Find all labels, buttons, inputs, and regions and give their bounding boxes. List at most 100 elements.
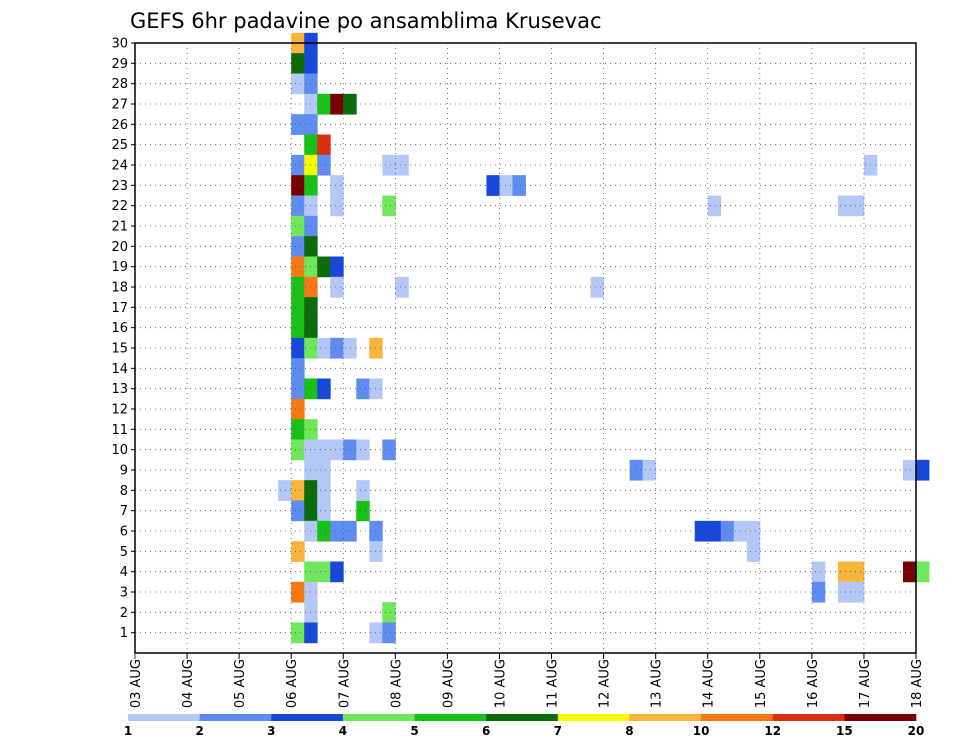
precip-cell [291,73,305,95]
legend-swatch [128,714,200,721]
x-tick-label: 11 AUG [546,659,561,708]
precip-cell [291,276,305,298]
legend-tick-label: 1 [124,724,132,738]
x-tick-label: 05 AUG [233,659,248,708]
precip-cell [356,378,370,400]
legend-swatch [844,714,917,721]
y-tick-label: 7 [120,504,128,519]
precip-cell [395,154,409,176]
precip-cell [746,541,761,562]
y-tick-label: 21 [111,220,128,235]
precip-cell [291,195,305,217]
precip-cell [330,439,344,461]
x-tick-label: 08 AUG [389,659,404,708]
x-tick-label: 16 AUG [806,659,821,708]
x-tick-label: 03 AUG [129,659,144,708]
precip-cell [317,93,331,115]
precip-cell [382,602,396,623]
y-tick-label: 27 [111,98,128,113]
precip-cell [291,419,305,440]
precip-cell [317,500,331,522]
precip-cell [642,459,657,481]
legend-swatch [701,714,774,721]
precip-cell [343,93,357,115]
precip-cell [291,480,305,501]
precip-cell [369,337,383,359]
precip-cell [356,480,370,501]
precip-cell [278,480,292,501]
precip-cell [916,561,930,583]
y-tick-label: 20 [111,240,128,255]
precip-cell [330,256,344,278]
legend-swatch [199,714,272,721]
precip-cell [330,276,344,298]
precip-cell [330,520,344,542]
y-tick-label: 3 [120,586,128,601]
y-tick-label: 18 [111,281,128,296]
legend-tick-label: 4 [339,724,347,738]
precip-cell [837,561,852,583]
precip-cell [291,622,305,644]
precip-cell [395,276,409,298]
precip-cell [811,561,826,583]
y-tick-label: 14 [111,362,128,377]
chart-title: GEFS 6hr padavine po ansamblima Krusevac [130,9,602,33]
y-tick-label: 17 [111,301,128,316]
precip-cell [330,195,344,217]
precip-cell [382,622,396,644]
x-axis-ticks: 03 AUG 04 AUG 05 AUG 06 AUG 07 AUG 08 AUG 09 A… [129,653,925,708]
y-tick-label: 5 [120,545,128,560]
x-tick-label: 04 AUG [181,659,196,708]
legend-swatch [557,714,630,721]
y-tick-label: 11 [111,423,128,438]
legend-swatch [486,714,559,721]
legend-tick-label: 20 [908,724,925,738]
precip-cell [343,337,357,359]
cells-layer [278,32,930,644]
y-tick-label: 13 [111,382,128,397]
precip-cell [837,581,852,603]
precip-cell [291,500,305,522]
y-tick-label: 15 [111,342,128,357]
precip-cell [317,480,331,501]
precip-cell [629,459,644,481]
precip-cell [317,256,331,278]
y-tick-label: 1 [120,626,128,641]
precip-cell [902,561,917,583]
x-tick-label: 06 AUG [285,659,300,708]
y-tick-label: 24 [111,159,128,174]
precip-cell [916,459,930,481]
y-tick-label: 16 [111,321,128,336]
y-tick-label: 26 [111,118,128,133]
precip-cell [330,93,344,115]
legend-tick-label: 8 [625,724,633,738]
precip-cell [291,398,305,420]
x-tick-label: 13 AUG [650,659,665,708]
x-tick-label: 09 AUG [441,659,456,708]
precip-cell [291,378,305,400]
precip-cell [499,175,513,196]
precip-cell [317,520,331,542]
precip-cell [330,175,344,196]
y-tick-label: 9 [120,464,128,479]
legend-swatch [629,714,702,721]
precip-cell [291,317,305,339]
x-tick-label: 15 AUG [754,659,769,708]
precip-cell [317,439,331,461]
precip-cell [707,195,722,217]
x-tick-label: 18 AUG [910,659,925,708]
precip-cell [330,561,344,583]
y-tick-label: 19 [111,260,128,275]
precip-cell [317,337,331,359]
legend-tick-label: 3 [267,724,275,738]
x-tick-label: 17 AUG [858,659,873,708]
precip-cell [291,337,305,359]
precip-cell [291,581,305,603]
precip-cell [811,581,826,603]
legend-tick-label: 2 [195,724,203,738]
precip-cell [317,378,331,400]
legend-tick-label: 6 [482,724,490,738]
precip-cell [382,154,396,176]
precip-cell [330,337,344,359]
